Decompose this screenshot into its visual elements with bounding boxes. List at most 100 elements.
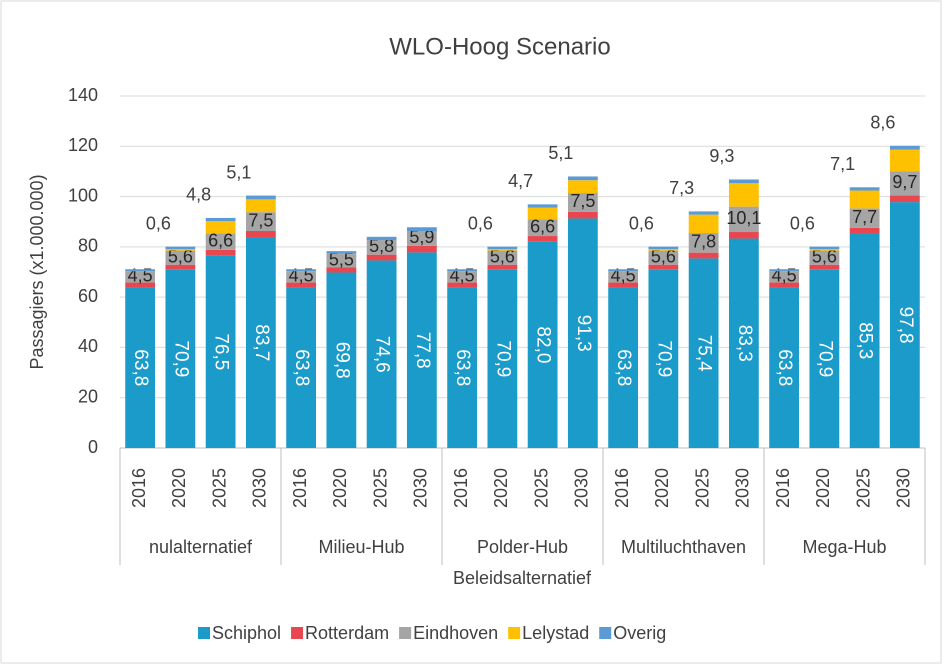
value-label: 97,8	[895, 307, 916, 344]
bar-segment	[688, 252, 719, 259]
x-tick-label: 2030	[894, 468, 914, 508]
bar-segment	[849, 227, 880, 234]
value-label: 5,1	[226, 162, 251, 182]
bar-segment	[487, 250, 518, 265]
bar-segment	[769, 287, 800, 448]
value-label: 63,8	[613, 349, 634, 386]
bar-segment	[648, 264, 679, 270]
bar-segment	[527, 236, 558, 242]
x-tick-label: 2016	[290, 468, 310, 508]
bar-segment	[728, 238, 759, 448]
value-label: 7,3	[669, 178, 694, 198]
bar-segment	[769, 271, 800, 283]
bar-segment	[165, 264, 196, 270]
value-label: 0,6	[790, 213, 815, 233]
value-label: 91,3	[573, 315, 594, 352]
bar-segment	[809, 250, 840, 265]
group-label: Polder-Hub	[477, 537, 568, 557]
bar-segment	[688, 211, 719, 215]
y-tick-label: 100	[68, 185, 98, 205]
bar-segment	[447, 282, 478, 288]
bar-segment	[688, 214, 719, 234]
x-tick-label: 2020	[330, 468, 350, 508]
bar-segment	[849, 190, 880, 209]
value-label: 4,7	[508, 171, 533, 191]
value-label: 75,4	[694, 335, 715, 372]
y-tick-label: 80	[78, 236, 98, 256]
bar-segment	[648, 246, 679, 250]
bar-segment	[889, 195, 920, 203]
bar-segment	[527, 219, 558, 237]
value-label: 5,8	[369, 236, 394, 256]
x-tick-label: 2020	[813, 468, 833, 508]
bar-segment	[487, 249, 518, 251]
value-label: 82,0	[533, 326, 554, 363]
value-label: 4,5	[611, 266, 636, 286]
bar-segment	[567, 193, 598, 212]
bar-segment	[326, 267, 357, 273]
bar-segment	[245, 195, 276, 200]
bar-segment	[608, 282, 639, 288]
group-label: Mega-Hub	[802, 537, 886, 557]
bar-segment	[245, 212, 276, 232]
bar-segment	[245, 231, 276, 238]
value-label: 63,8	[774, 349, 795, 386]
value-label: 70,9	[653, 340, 674, 377]
value-label: 74,6	[372, 336, 393, 373]
bar-segment	[366, 254, 397, 261]
value-label: 6,6	[208, 230, 233, 250]
value-label: 5,5	[329, 249, 354, 269]
value-label: 6,6	[530, 216, 555, 236]
value-label: 63,8	[291, 349, 312, 386]
bar-segment	[889, 145, 920, 150]
value-label: 70,9	[170, 340, 191, 377]
bar-segment	[366, 260, 397, 448]
x-axis-label: Beleidsalternatief	[453, 568, 592, 588]
bar-segment	[406, 252, 437, 448]
bar-segment	[728, 179, 759, 184]
bar-segment	[849, 208, 880, 228]
bar-segment	[165, 269, 196, 448]
bar-segment	[527, 207, 558, 220]
bar-segment	[608, 269, 639, 272]
bar-segment	[125, 282, 156, 288]
bar-segment	[849, 187, 880, 191]
bar-segment	[165, 246, 196, 250]
value-label: 83,3	[734, 325, 755, 362]
bar-segment	[125, 269, 156, 272]
bar-segment	[447, 271, 478, 283]
bar-segment	[889, 171, 920, 196]
bar-segment	[286, 287, 317, 448]
y-tick-label: 140	[68, 85, 98, 105]
bar-segment	[527, 204, 558, 208]
x-tick-label: 2016	[129, 468, 149, 508]
value-label: 8,6	[870, 113, 895, 133]
bar-segment	[366, 236, 397, 241]
bar-segment	[648, 269, 679, 448]
value-label: 70,9	[492, 340, 513, 377]
bar-segment	[245, 199, 276, 213]
legend-label: Overig	[613, 623, 666, 643]
bar-segment	[769, 269, 800, 272]
value-label: 0,6	[629, 213, 654, 233]
bar-segment	[406, 231, 437, 246]
bar-segment	[245, 237, 276, 448]
group-label: nulalternatief	[149, 537, 253, 557]
x-tick-label: 2016	[612, 468, 632, 508]
value-label: 4,5	[772, 266, 797, 286]
x-tick-label: 2025	[853, 468, 873, 508]
value-label: 10,1	[726, 208, 761, 228]
bar-segment	[125, 287, 156, 448]
value-label: 4,8	[186, 185, 211, 205]
value-label: 85,3	[855, 322, 876, 359]
bar-segment	[567, 218, 598, 448]
group-label: Multiluchthaven	[621, 537, 746, 557]
legend-swatch	[508, 627, 521, 639]
bar-segment	[527, 241, 558, 448]
legend-label: Eindhoven	[413, 623, 498, 643]
value-label: 5,6	[168, 246, 193, 266]
legend-label: Lelystad	[522, 623, 589, 643]
bar-segment	[326, 251, 357, 254]
bar-segment	[567, 176, 598, 181]
bar-segment	[728, 183, 759, 207]
